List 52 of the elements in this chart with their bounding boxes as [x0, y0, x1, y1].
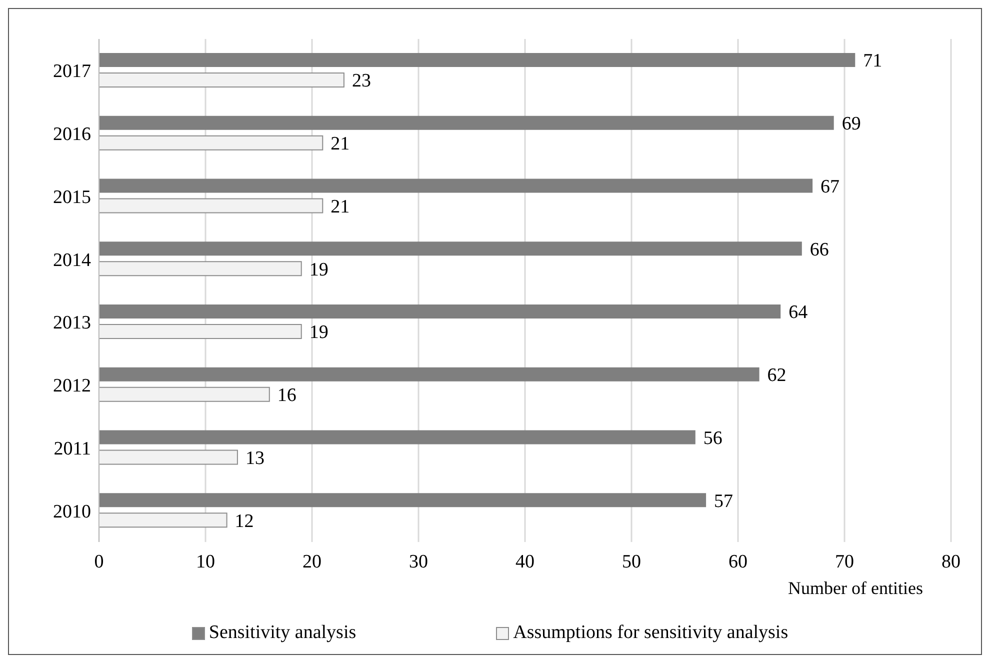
data-label: 23 [352, 70, 371, 92]
data-label: 69 [842, 114, 861, 135]
y-tick-label: 2016 [53, 124, 91, 146]
bar [99, 430, 696, 444]
x-axis-title: Number of entities [788, 578, 923, 598]
x-tick-label: 40 [516, 551, 534, 572]
bar [99, 178, 813, 193]
bar [99, 53, 856, 67]
data-label: 19 [309, 322, 328, 344]
bar [99, 386, 270, 402]
bar [99, 135, 324, 150]
y-tick-label: 2013 [53, 312, 91, 334]
data-label: 67 [820, 176, 840, 198]
legend-label: Assumptions for sensitivity analysis [513, 622, 788, 644]
data-label: 21 [330, 196, 350, 218]
y-tick-label: 2010 [53, 501, 91, 522]
y-tick-label: 2014 [53, 250, 92, 271]
x-tick-label: 70 [835, 551, 854, 572]
bar [99, 72, 344, 88]
data-label: 56 [703, 428, 722, 449]
legend-label: Sensitivity analysis [208, 622, 356, 644]
bar [99, 512, 228, 528]
data-label: 66 [810, 239, 829, 260]
bar [99, 450, 238, 465]
bar [99, 324, 302, 339]
x-tick-label: 60 [728, 551, 748, 572]
bar [99, 367, 760, 382]
x-tick-label: 30 [409, 551, 428, 572]
x-tick-label: 80 [942, 551, 960, 572]
data-label: 13 [245, 448, 264, 469]
data-label: 19 [309, 259, 328, 280]
y-tick-label: 2012 [53, 376, 91, 397]
data-label: 21 [330, 134, 350, 155]
bar [99, 242, 802, 256]
y-tick-label: 2017 [53, 61, 91, 82]
x-tick-label: 50 [622, 551, 641, 572]
x-tick-label: 20 [302, 551, 322, 572]
data-label: 71 [863, 50, 882, 72]
bar [99, 198, 324, 214]
bar [99, 493, 706, 508]
bar [99, 116, 834, 130]
y-tick-label: 2015 [53, 186, 91, 208]
data-label: 16 [277, 385, 296, 406]
bar [99, 304, 781, 318]
data-label: 64 [788, 302, 808, 324]
x-tick-label: 0 [94, 551, 104, 572]
x-tick-label: 10 [196, 551, 215, 572]
y-tick-label: 2011 [54, 438, 91, 460]
data-label: 62 [767, 365, 786, 386]
bar [99, 261, 302, 276]
data-label: 57 [714, 490, 734, 512]
data-label: 12 [234, 510, 254, 532]
